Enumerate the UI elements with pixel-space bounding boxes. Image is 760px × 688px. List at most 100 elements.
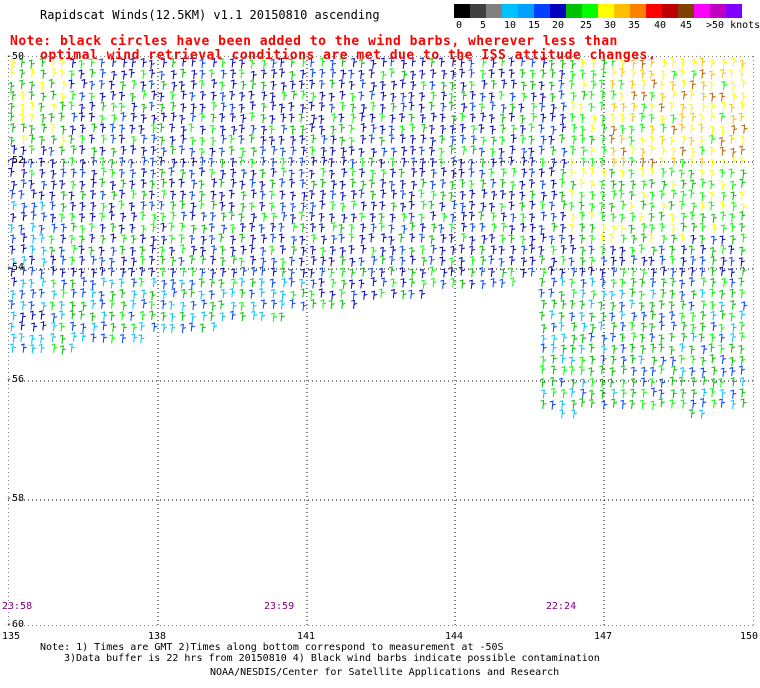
wind-barb: [599, 101, 606, 111]
wind-barb: [578, 311, 585, 322]
wind-barb: [131, 278, 138, 288]
wind-barb: [511, 167, 518, 177]
wind-barb: [681, 321, 688, 331]
wind-barb: [60, 158, 67, 168]
wind-barb: [658, 343, 665, 353]
wind-barb: [409, 255, 416, 265]
wind-barb: [571, 135, 578, 145]
wind-barb: [728, 256, 735, 267]
wind-barb: [479, 169, 486, 179]
wind-barb: [170, 112, 177, 122]
wind-barb: [299, 134, 306, 145]
wind-barb: [28, 90, 35, 101]
wind-barb: [168, 222, 175, 232]
wind-barb: [529, 256, 536, 266]
wind-barb: [418, 103, 425, 113]
colorbar-swatch: [454, 4, 470, 18]
wind-barb: [728, 69, 735, 79]
wind-barb: [601, 345, 608, 355]
wind-barb: [300, 146, 307, 156]
wind-barb: [559, 268, 566, 278]
wind-barb: [130, 299, 137, 309]
wind-barb: [89, 68, 96, 78]
wind-barb: [688, 136, 695, 146]
wind-barb: [120, 145, 127, 156]
wind-barb: [499, 234, 506, 244]
wind-barb: [679, 366, 687, 377]
wind-barb: [549, 68, 556, 79]
wind-barb: [70, 145, 77, 155]
wind-barb: [270, 80, 277, 91]
wind-barb: [360, 244, 367, 254]
wind-barb: [630, 180, 637, 190]
wind-barb: [260, 246, 267, 257]
wind-barb: [548, 81, 555, 91]
wind-barb: [560, 344, 567, 354]
wind-barb: [381, 147, 388, 157]
wind-barb: [469, 235, 476, 246]
colorbar-swatch: [470, 4, 486, 18]
wind-barb: [601, 123, 608, 134]
wind-barb: [79, 190, 87, 200]
wind-barb: [631, 91, 638, 101]
wind-barb: [610, 212, 617, 223]
wind-barb: [630, 388, 637, 398]
wind-barb: [610, 245, 617, 255]
wind-barb: [488, 202, 495, 212]
wind-barb: [408, 200, 415, 210]
wind-barb: [449, 124, 456, 135]
wind-barb: [20, 279, 27, 289]
wind-barb: [640, 167, 647, 177]
wind-barb: [290, 245, 298, 256]
wind-barb: [128, 202, 135, 212]
contamination-note-line2: optimal wind retrieval conditions are me…: [40, 48, 657, 63]
wind-barb: [690, 323, 697, 333]
wind-barb: [498, 147, 505, 158]
wind-barb: [148, 79, 155, 90]
wind-barb: [330, 135, 337, 145]
wind-barb: [401, 146, 408, 156]
wind-barb: [710, 321, 717, 332]
wind-barb: [89, 288, 97, 298]
wind-barb: [420, 200, 427, 210]
wind-barb: [270, 312, 277, 322]
wind-barb: [300, 301, 307, 311]
wind-barb: [721, 101, 728, 111]
wind-barb: [199, 69, 206, 79]
wind-barb: [209, 124, 216, 134]
wind-barb: [40, 145, 47, 156]
wind-barb: [108, 267, 115, 277]
wind-barb: [641, 103, 648, 113]
wind-barb: [579, 333, 587, 344]
wind-barb: [728, 268, 736, 278]
wind-barb: [550, 387, 557, 398]
wind-barb: [71, 112, 78, 122]
wind-barb: [310, 233, 318, 244]
wind-barb: [239, 311, 246, 322]
wind-barb: [568, 189, 576, 199]
wind-barb: [10, 257, 17, 268]
wind-barb: [51, 103, 58, 113]
wind-barb: [158, 156, 165, 166]
wind-barb: [30, 210, 37, 221]
wind-barb: [319, 200, 326, 210]
wind-barb: [208, 69, 215, 79]
wind-barb: [720, 68, 727, 79]
colorbar-swatch: [678, 4, 694, 18]
wind-barb: [298, 113, 305, 123]
wind-barb: [100, 167, 107, 177]
wind-barb: [688, 245, 695, 255]
wind-barb: [569, 387, 576, 398]
wind-barb: [388, 255, 396, 266]
wind-barb: [629, 212, 637, 222]
wind-barb: [589, 124, 596, 134]
wind-barb: [730, 332, 737, 343]
wind-barb: [559, 409, 566, 419]
wind-barb: [350, 200, 358, 210]
wind-barb: [51, 321, 58, 332]
wind-barb: [140, 178, 147, 189]
wind-barb: [118, 168, 125, 179]
wind-barb: [110, 222, 117, 233]
colorbar-label: 0: [456, 20, 463, 31]
wind-barb: [709, 387, 716, 398]
